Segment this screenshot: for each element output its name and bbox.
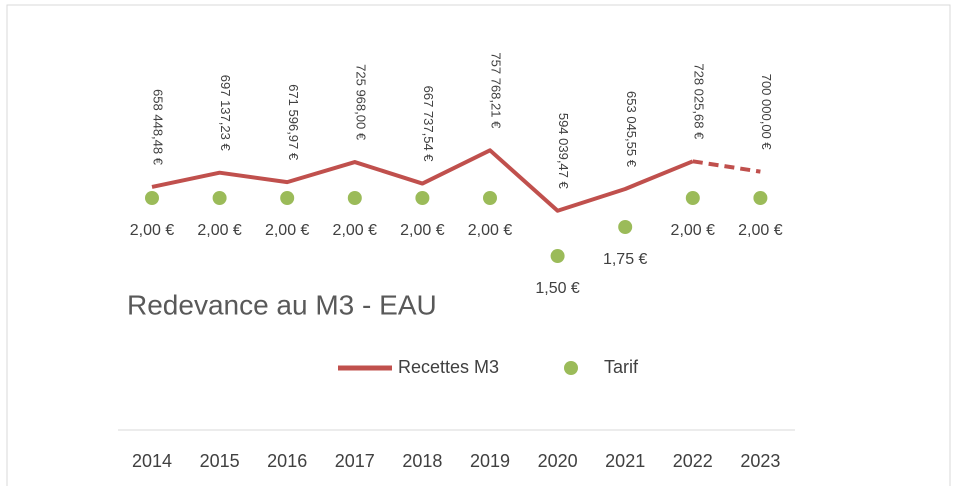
scatter-point (212, 191, 227, 205)
data-label: 2,00 € (468, 222, 513, 239)
data-label: 2,00 € (400, 222, 445, 239)
data-label: 728 025,68 € (691, 63, 706, 140)
data-label: 594 039,47 € (556, 113, 571, 190)
chart-frame (6, 4, 951, 486)
legend-label: Tarif (604, 357, 639, 377)
scatter-point (145, 191, 159, 205)
scatter-point (415, 191, 430, 205)
x-tick-label: 2016 (267, 451, 307, 471)
scatter-point (685, 191, 700, 205)
data-label: 2,00 € (671, 222, 716, 239)
x-tick-label: 2021 (605, 451, 645, 471)
data-label: 2,00 € (197, 222, 242, 239)
data-label: 2,00 € (333, 222, 378, 239)
x-tick-label: 2014 (132, 451, 172, 471)
line-series (151, 148, 694, 213)
data-label: 1,75 € (603, 251, 648, 268)
scatter-point (483, 191, 497, 205)
x-tick-label: 2023 (740, 451, 780, 471)
data-label: 671 596,97 € (286, 84, 301, 161)
data-label: 757 768,21 € (489, 52, 504, 129)
data-label: 1,50 € (535, 280, 580, 297)
x-tick-label: 2022 (673, 451, 713, 471)
x-tick-label: 2019 (470, 451, 510, 471)
data-label: 2,00 € (738, 222, 783, 239)
scatter-point (280, 191, 295, 205)
data-label: 700 000,00 € (759, 74, 774, 151)
data-label: 653 045,55 € (624, 91, 639, 168)
x-tick-label: 2017 (335, 451, 375, 471)
data-label: 658 448,48 € (151, 89, 166, 166)
data-label: 697 137,23 € (218, 75, 233, 152)
data-label: 2,00 € (265, 222, 310, 239)
data-label: 2,00 € (130, 222, 175, 239)
data-label: 667 737,54 € (421, 86, 436, 163)
legend-swatch (564, 361, 578, 375)
line-series (692, 159, 761, 174)
scatter-point (618, 220, 633, 234)
scatter-point (347, 191, 362, 205)
chart-title: Redevance au M3 - EAU (127, 289, 437, 320)
scatter-point (753, 191, 768, 205)
data-label: 725 968,00 € (353, 64, 368, 141)
x-tick-label: 2020 (538, 451, 578, 471)
legend-label: Recettes M3 (398, 357, 499, 377)
x-tick-label: 2018 (402, 451, 442, 471)
x-tick-label: 2015 (200, 451, 240, 471)
scatter-point (550, 249, 565, 263)
